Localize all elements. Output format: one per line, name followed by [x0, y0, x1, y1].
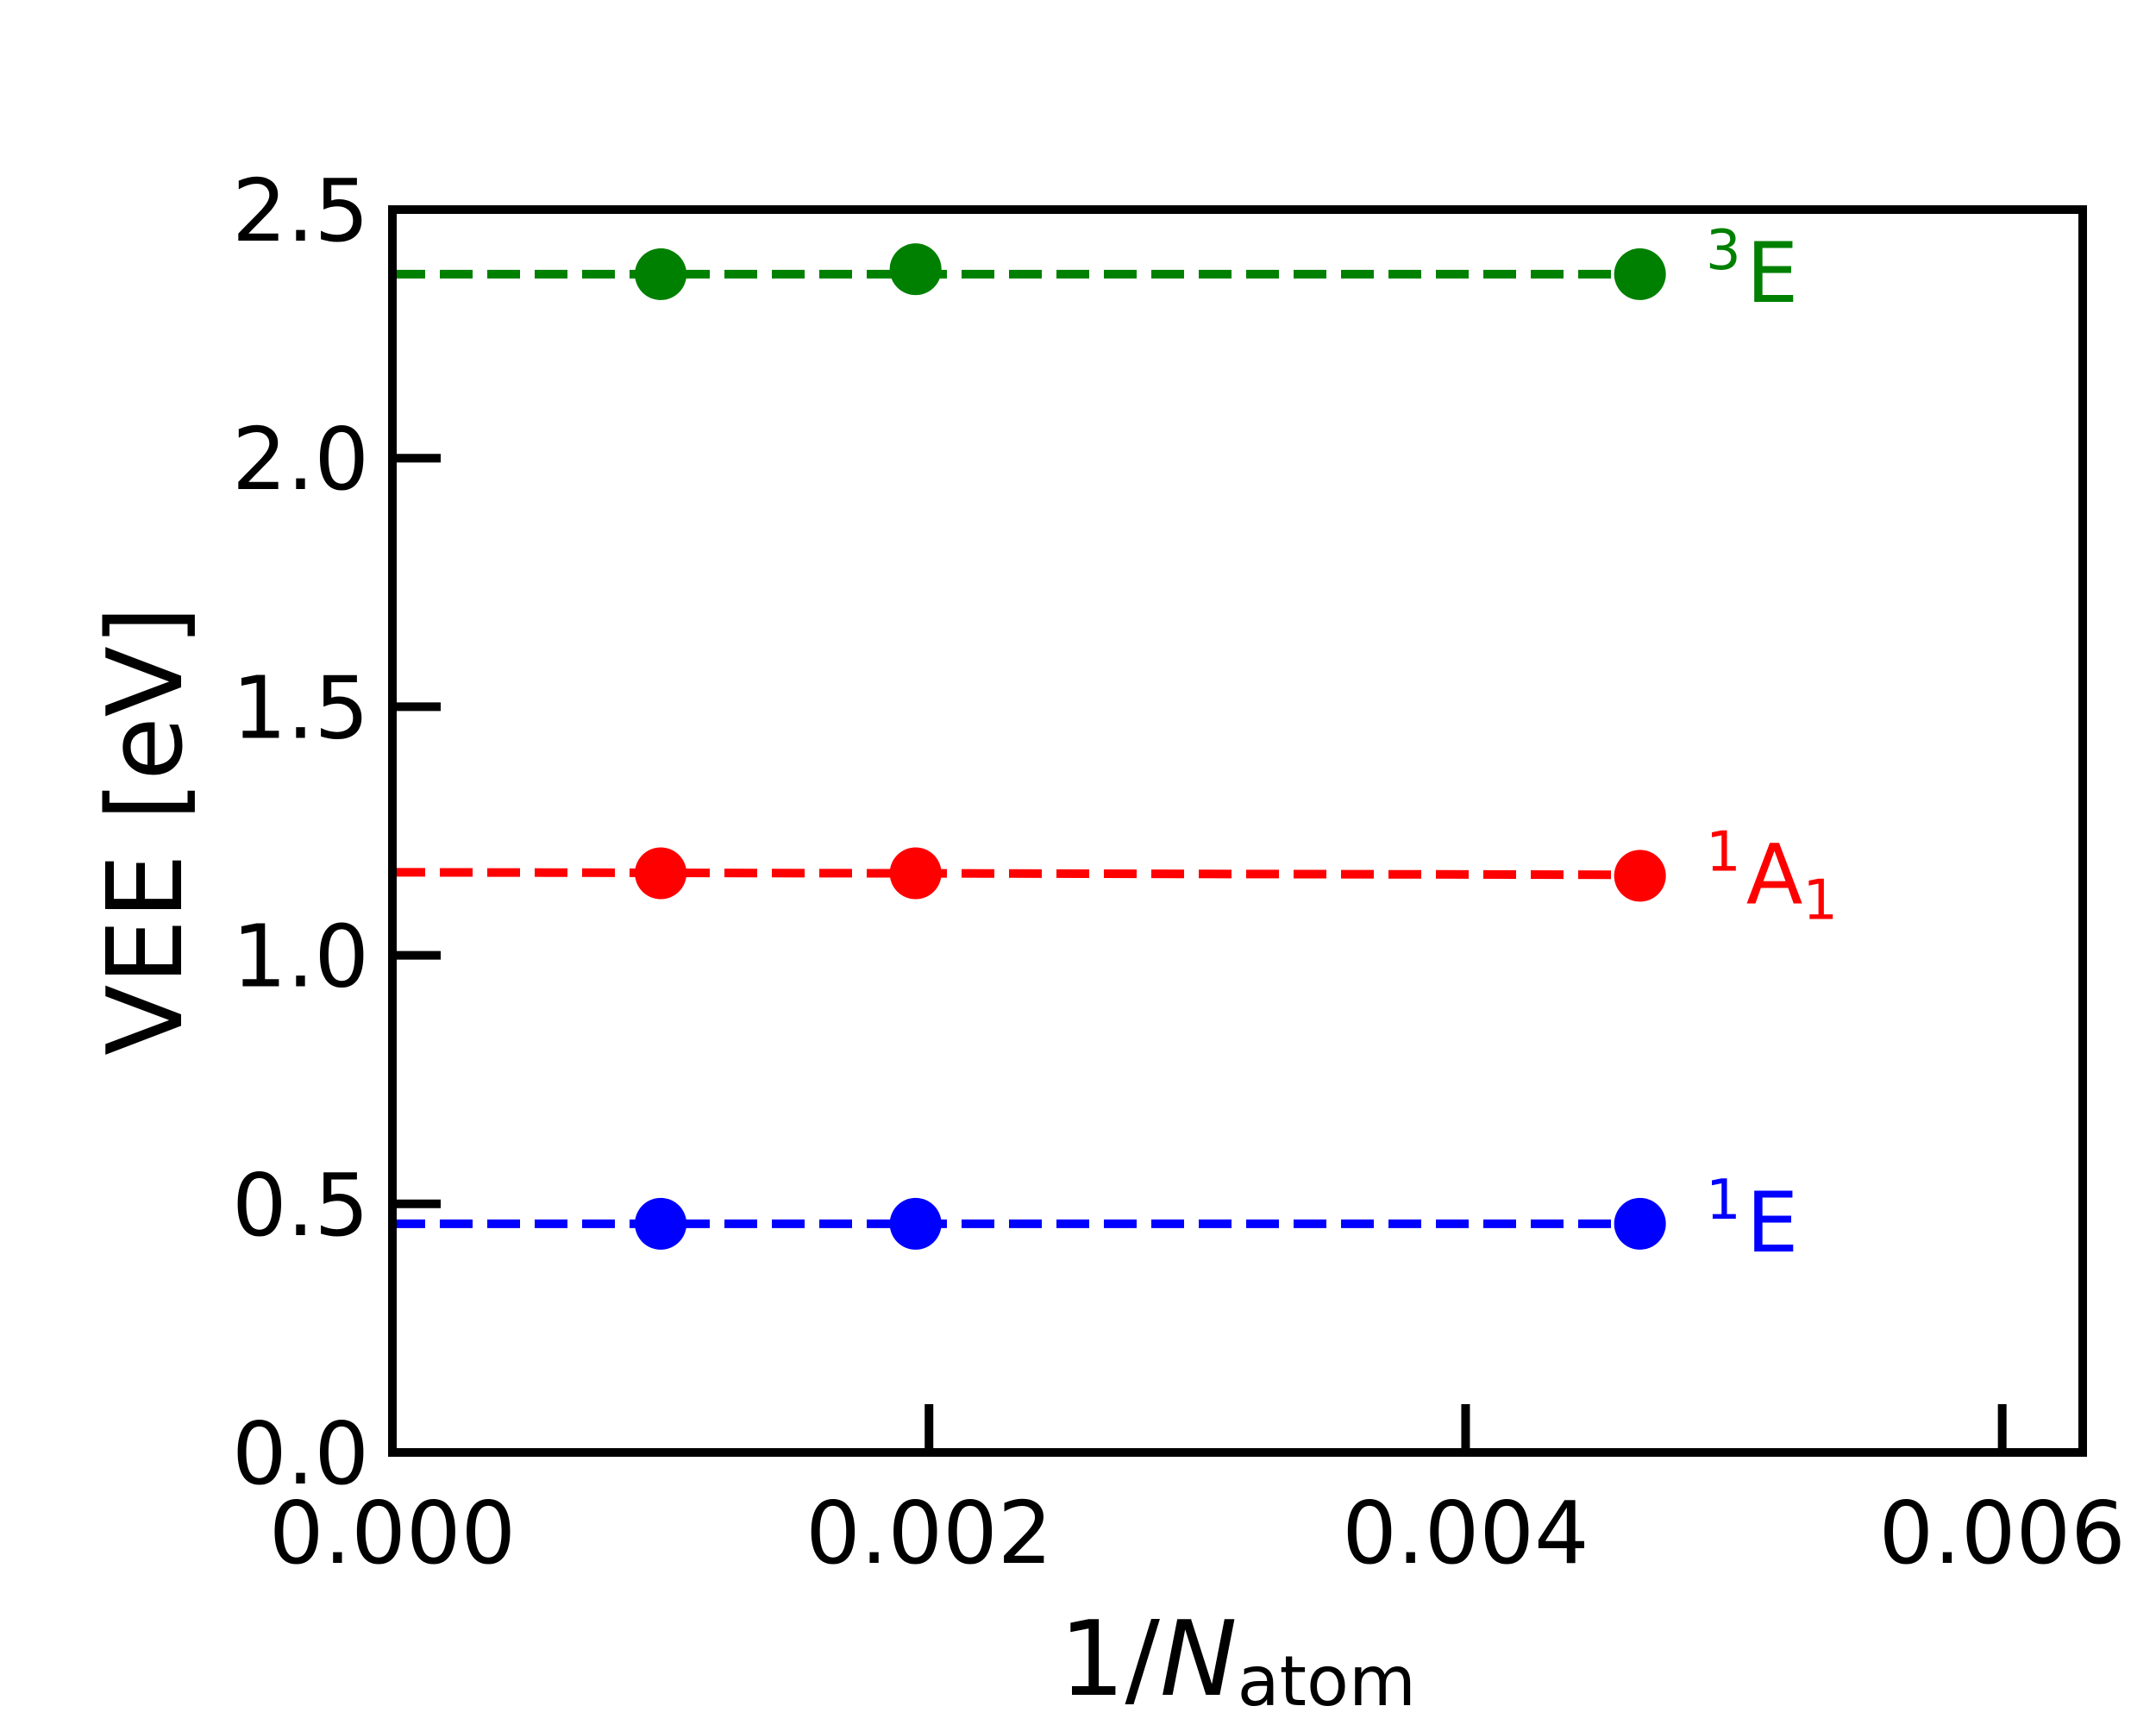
series-1-label-pre: 1: [1706, 820, 1741, 884]
series-0-point-2: [1614, 248, 1666, 300]
series-1: 1A1: [392, 820, 1838, 932]
series-1-label-main: A: [1746, 826, 1803, 923]
plot-frame: [388, 205, 2087, 1457]
y-tick-label-0: 0.0: [232, 1403, 369, 1504]
series-1-point-1: [889, 847, 942, 900]
series-0-point-0: [635, 248, 687, 300]
series-0-label: 3E: [1706, 219, 1798, 322]
series-2-label-main: E: [1746, 1175, 1799, 1271]
y-tick-label-4: 2.0: [232, 409, 369, 510]
x-axis-label-main: 1/: [1059, 1600, 1160, 1720]
series-1-point-2: [1614, 850, 1666, 902]
axis-layer: 0.0 0.5 1.0 1.5 2.0 2.5 0.000 0.002 0.004 0.006: [232, 160, 2126, 1584]
x-tick-label-0: 0.000: [269, 1483, 516, 1584]
x-tick-label-1: 0.002: [805, 1483, 1052, 1584]
series-2: 1E: [392, 1169, 1798, 1271]
series-2-point-0: [635, 1197, 687, 1250]
series-1-label: 1A1: [1706, 820, 1838, 932]
x-tick-label-3: 0.006: [1879, 1483, 2126, 1584]
series-2-point-1: [889, 1197, 942, 1250]
x-axis-label-subscript: atom: [1238, 1641, 1416, 1722]
series-2-point-2: [1614, 1197, 1666, 1250]
series-2-label: 1E: [1706, 1169, 1798, 1271]
series-1-point-0: [635, 847, 687, 900]
series-0-point-1: [889, 243, 942, 296]
series-0-label-main: E: [1746, 225, 1799, 322]
series-0: 3E: [392, 219, 1798, 322]
series-1-fit-line: [392, 868, 1640, 880]
series-0-label-pre: 3: [1706, 219, 1741, 283]
y-tick-label-2: 1.0: [232, 906, 369, 1007]
x-tick-label-2: 0.004: [1342, 1483, 1589, 1584]
y-tick-label-1: 0.5: [232, 1155, 369, 1256]
series-2-label-pre: 1: [1706, 1169, 1741, 1233]
y-axis-label: VEE [eV]: [86, 605, 206, 1055]
x-axis-label: 1/Natom: [1059, 1600, 1416, 1722]
series-1-label-sub: 1: [1802, 869, 1838, 932]
x-axis-label-italic: N: [1160, 1600, 1238, 1720]
y-tick-label-3: 1.5: [232, 657, 369, 758]
y-tick-label-5: 2.5: [232, 160, 369, 261]
